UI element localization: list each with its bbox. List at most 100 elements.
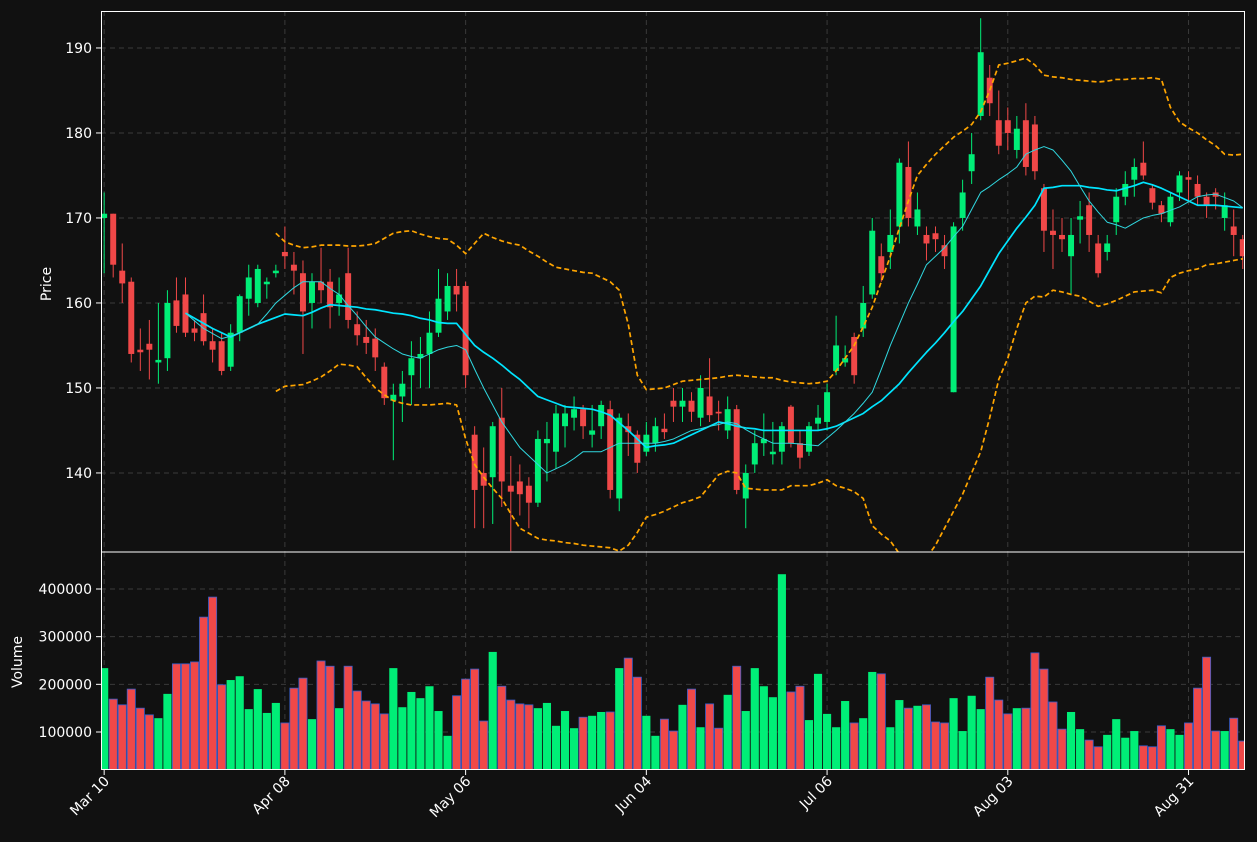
volume-bar [723,694,732,770]
x-tick-label: May 06 [427,773,475,821]
volume-bar [940,722,950,770]
candle-body [751,443,758,465]
volume-bar [578,716,588,770]
candle-body [489,426,496,478]
candle-body [525,485,532,503]
volume-bar [425,686,434,770]
candle-body [851,336,858,376]
candle-body [345,273,352,320]
volume-bar [659,718,669,770]
candle-body [571,409,578,418]
candle-body [191,328,198,333]
candle-body [507,485,514,492]
volume-bar [235,676,244,770]
candle-body [860,302,867,329]
volume-bar [443,735,452,770]
volume-bar [985,676,995,770]
volume-bar [786,691,796,770]
candle-body [164,302,171,359]
y-tick-label: 170 [65,211,92,227]
candle-body [1113,196,1120,223]
volume-bar [217,684,227,770]
candle-body [1131,166,1138,180]
volume-axis-label: Volume [10,636,26,688]
candle-body [977,52,984,116]
candle-body [742,472,749,499]
volume-bar [967,695,976,770]
volume-bar [190,661,199,770]
candle-body [516,481,523,495]
y-tick-label: 190 [65,41,92,57]
volume-bar [352,690,362,770]
candle-body [408,358,415,376]
candle-body [941,245,948,257]
candle-body [950,226,957,393]
volume-bar [741,711,750,770]
candle-body [263,281,270,285]
volume-bar [1076,729,1085,770]
volume-bar [379,713,389,770]
volume-bar [1103,734,1112,770]
candle-body [833,345,840,371]
volume-bar [1048,701,1058,770]
candle-body [318,281,325,291]
candle-body [453,285,460,295]
y-tick-label: 160 [65,296,92,312]
volume-bar [759,686,768,770]
candle-body [815,417,822,424]
candle-body [589,430,596,435]
volume-bar [804,720,814,770]
volume-bar [101,668,109,770]
volume-bar [651,735,660,770]
volume-bar [732,665,742,770]
candle-body [101,213,108,218]
volume-bar [705,703,715,770]
volume-bar [823,713,832,770]
price-panel [101,11,1245,552]
candle-body [309,281,315,303]
candle-body [697,387,704,418]
candle-body [173,300,180,326]
candle-body [1158,205,1165,214]
volume-bar [849,722,859,770]
candle-body [769,451,776,455]
volume-bar [208,596,218,770]
candle-body [1221,205,1228,218]
candle-body [715,411,722,414]
volume-bar [181,663,190,770]
volume-bar [588,715,597,770]
candle-body [724,409,731,431]
volume-bar [931,721,940,770]
volume-bar [1130,731,1139,770]
volume-bar [1093,746,1103,770]
price-plot [101,18,1245,552]
volume-bar [262,712,271,770]
candle-body [1185,177,1192,180]
volume-bar [1112,719,1121,770]
volume-bar [1066,711,1076,770]
y-tick-label: 140 [65,466,92,482]
candle-body [760,438,767,444]
volume-bar [1193,687,1203,770]
volume-bar [370,703,380,770]
candle-body [1194,183,1201,197]
x-tick-label: Mar 10 [67,774,113,820]
candle-body [435,298,442,333]
candle-body [688,400,695,412]
volume-bar [560,711,570,770]
volume-bar [859,718,868,770]
candle-body [146,343,153,350]
candle-body [128,281,135,354]
volume-bar [876,673,886,770]
volume-bar [533,708,542,770]
candle-body [1176,175,1183,193]
volume-bar [361,700,371,770]
candle-body [796,443,803,458]
price-axis-label: Price [39,267,55,301]
volume-bar [976,709,985,770]
candle-body [914,209,921,227]
volume-bar [615,668,624,770]
volume-bar [199,616,209,770]
y-tick-label: 200000 [39,677,92,693]
volume-bar [515,703,525,770]
